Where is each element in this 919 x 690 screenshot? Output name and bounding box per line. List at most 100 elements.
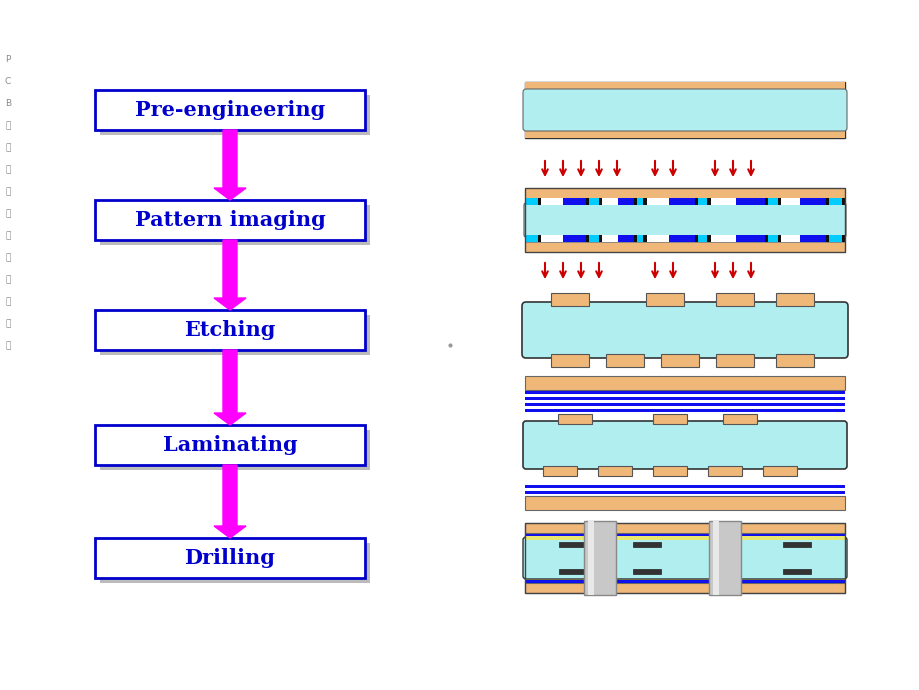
Bar [601,198,633,205]
Bar [525,523,844,593]
Bar [636,235,642,242]
Text: Pre-engineering: Pre-engineering [135,100,324,120]
Text: 课: 课 [6,319,11,328]
Bar [709,569,737,574]
Text: 程: 程 [6,253,11,262]
Bar [525,235,538,242]
Text: 介: 介 [6,275,11,284]
Bar [525,533,844,536]
Bar [540,235,585,242]
FancyArrow shape [214,350,245,425]
FancyBboxPatch shape [521,302,847,358]
Bar [601,198,618,205]
Bar [95,200,365,240]
Bar [95,90,365,130]
Bar [762,466,796,476]
Bar [712,521,719,595]
Bar [606,354,643,367]
FancyArrow shape [214,130,245,200]
Bar [540,198,562,205]
Bar [828,198,841,205]
Bar [550,354,588,367]
Bar [525,536,844,540]
Bar [780,198,825,205]
Bar [780,198,800,205]
Bar [660,354,698,367]
Bar [525,485,844,488]
Bar [525,188,844,252]
Bar [100,205,369,245]
Text: Etching: Etching [184,320,276,340]
Bar [632,542,660,547]
Bar [775,293,813,306]
Bar [597,466,631,476]
Bar [828,235,841,242]
Bar [540,235,562,242]
FancyBboxPatch shape [522,421,846,469]
Bar [775,354,813,367]
Bar [525,497,844,500]
Text: B: B [5,99,11,108]
Text: P: P [6,55,11,64]
Text: Laminating: Laminating [163,435,297,455]
Bar [646,235,694,242]
Bar [588,235,598,242]
Bar [697,235,707,242]
Bar [584,521,616,595]
Bar [95,310,365,350]
Bar [709,521,740,595]
Bar [632,569,660,574]
Bar [709,235,765,242]
Bar [525,576,844,580]
Text: 工: 工 [6,188,11,197]
FancyBboxPatch shape [522,537,846,579]
Bar [780,235,800,242]
Text: 流: 流 [6,232,11,241]
Bar [525,397,844,400]
Bar [652,466,686,476]
Bar [782,542,811,547]
FancyArrow shape [214,465,245,538]
Text: Pattern imaging: Pattern imaging [134,210,325,230]
Bar [782,569,811,574]
Bar [100,430,369,470]
Bar [525,491,844,494]
Bar [722,414,756,424]
Bar [558,414,591,424]
Bar [525,235,844,242]
Text: 制: 制 [6,144,11,152]
Bar [646,198,668,205]
Bar [525,198,538,205]
Bar [525,82,844,92]
Bar [95,538,365,578]
Bar [100,95,369,135]
Bar [525,583,844,593]
Bar [697,198,707,205]
Bar [709,235,735,242]
Text: 板: 板 [6,121,11,130]
Bar [709,198,735,205]
Bar [709,198,765,205]
Text: 件: 件 [6,342,11,351]
Bar [715,293,754,306]
Bar [646,198,694,205]
Bar [525,409,844,412]
Bar [525,403,844,406]
Bar [540,198,585,205]
Bar [525,188,844,198]
Bar [767,198,777,205]
Bar [525,242,844,252]
Bar [601,235,618,242]
Bar [587,521,594,595]
Text: 作: 作 [6,166,11,175]
Bar [646,235,668,242]
Bar [525,376,844,390]
Bar [780,235,825,242]
Bar [767,235,777,242]
Bar [525,198,844,205]
Bar [601,235,633,242]
Bar [525,580,844,583]
Bar [715,354,754,367]
Bar [100,543,369,583]
Bar [542,466,576,476]
